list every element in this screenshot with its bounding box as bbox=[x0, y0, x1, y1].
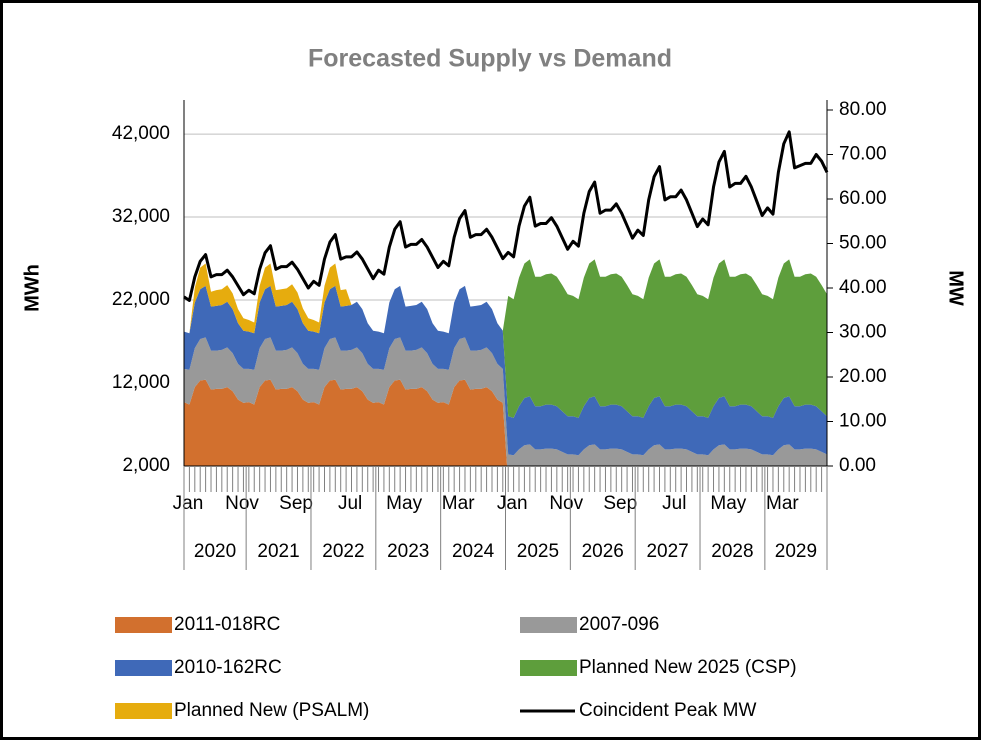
line-series bbox=[183, 130, 829, 302]
legend-swatch bbox=[115, 617, 172, 633]
year-label: 2029 bbox=[775, 541, 817, 562]
area-series bbox=[184, 285, 827, 456]
x-tick-label: Jan bbox=[173, 493, 204, 514]
year-label: 2022 bbox=[322, 541, 364, 562]
year-label: 2023 bbox=[387, 541, 429, 562]
y2-tick-label: 20.00 bbox=[839, 366, 887, 387]
legend-label: 2010-162RC bbox=[174, 657, 282, 678]
x-tick-label: Jul bbox=[662, 493, 686, 514]
legend-label: Planned New 2025 (CSP) bbox=[579, 657, 797, 678]
legend-label: Coincident Peak MW bbox=[579, 700, 756, 721]
x-tick-label: May bbox=[386, 493, 422, 514]
year-label: 2027 bbox=[646, 541, 688, 562]
year-label: 2020 bbox=[194, 541, 236, 562]
legend-label: 2011-018RC bbox=[174, 614, 280, 635]
plot-areas bbox=[184, 259, 827, 466]
y-axis-title: MWh bbox=[21, 264, 43, 312]
y2-tick-label: 30.00 bbox=[839, 322, 887, 343]
legend-label: 2007-096 bbox=[579, 614, 659, 635]
legend-swatch bbox=[115, 703, 172, 719]
x-tick-label: Jan bbox=[497, 493, 528, 514]
y2-tick-label: 10.00 bbox=[839, 411, 887, 432]
area-series bbox=[184, 263, 827, 418]
y2-tick-label: 40.00 bbox=[839, 277, 887, 298]
x-tick-label: Sep bbox=[603, 493, 637, 514]
area-series bbox=[184, 259, 827, 418]
x-tick-label: Mar bbox=[442, 493, 475, 514]
legend-swatch bbox=[520, 660, 577, 676]
y-tick-label: 2,000 bbox=[122, 455, 170, 476]
y-tick-label: 22,000 bbox=[112, 289, 170, 310]
year-label: 2025 bbox=[517, 541, 559, 562]
y-tick-label: 32,000 bbox=[112, 206, 170, 227]
y2-axis-title: MW bbox=[945, 270, 967, 306]
y2-tick-label: 70.00 bbox=[839, 144, 887, 165]
x-tick-label: Sep bbox=[279, 493, 313, 514]
x-tick-label: Nov bbox=[549, 493, 583, 514]
year-label: 2028 bbox=[711, 541, 753, 562]
y2-tick-label: 50.00 bbox=[839, 233, 887, 254]
y2-tick-label: 80.00 bbox=[839, 99, 887, 120]
area-series bbox=[184, 337, 827, 466]
chart-title: Forecasted Supply vs Demand bbox=[308, 45, 672, 73]
x-tick-label: Mar bbox=[766, 493, 799, 514]
y-tick-label: 42,000 bbox=[112, 123, 170, 144]
x-tick-label: May bbox=[710, 493, 746, 514]
x-tick-label: Jul bbox=[338, 493, 362, 514]
legend-swatch bbox=[115, 660, 172, 676]
year-label: 2021 bbox=[257, 541, 299, 562]
y2-tick-label: 60.00 bbox=[839, 188, 887, 209]
year-label: 2024 bbox=[452, 541, 495, 562]
legend-swatch bbox=[520, 617, 577, 633]
year-label: 2026 bbox=[582, 541, 624, 562]
legend-label: Planned New (PSALM) bbox=[174, 700, 369, 721]
x-tick-label: Nov bbox=[225, 493, 259, 514]
y2-tick-label: 0.00 bbox=[839, 455, 876, 476]
area-series bbox=[184, 379, 508, 466]
y-tick-label: 12,000 bbox=[112, 372, 170, 393]
